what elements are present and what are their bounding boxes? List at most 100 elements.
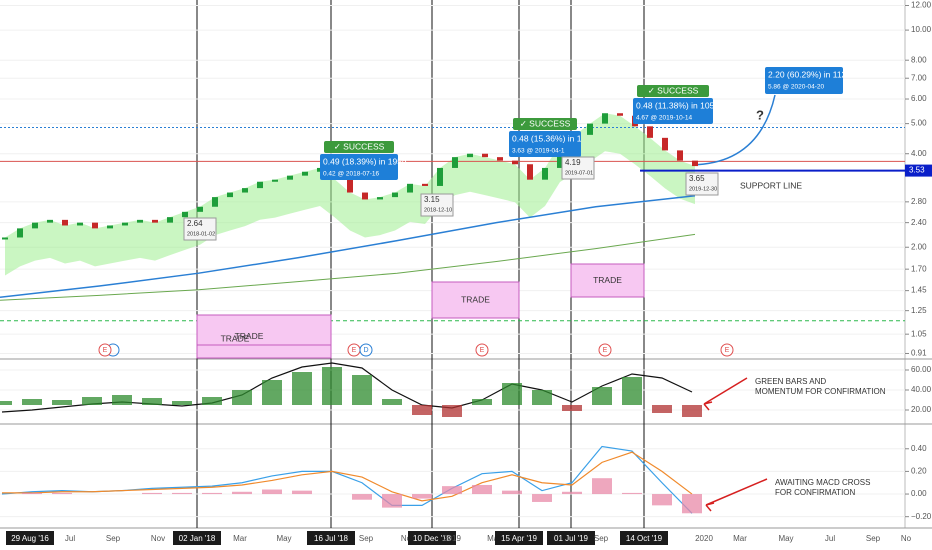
trade-box [196, 344, 332, 359]
measure-text: 0.42 @ 2018-07-16 [323, 171, 379, 178]
pivot-date: 2018-01-02 [187, 231, 215, 237]
histogram-bar [382, 399, 402, 405]
measure-text: 3.63 @ 2019-04-1 [512, 148, 565, 155]
event-marker [475, 343, 489, 357]
candle [32, 222, 38, 229]
success-badge [324, 141, 394, 153]
histogram-bar [292, 372, 312, 405]
x-tick-label: 2019 [443, 534, 461, 543]
candle [122, 222, 128, 226]
x-tick-label: 10 Dec '18 [413, 534, 452, 543]
x-tick-label: 01 Jul '19 [554, 534, 589, 543]
y-tick-label: 20.00 [911, 405, 932, 414]
x-label-box [408, 531, 456, 545]
x-label-box [6, 531, 54, 545]
note-arrow [703, 377, 748, 411]
y-tick-label: 10.00 [911, 25, 932, 34]
event-marker [720, 343, 734, 357]
question-mark: ? [756, 107, 764, 122]
event-marker [98, 343, 112, 357]
candle [347, 179, 353, 193]
x-tick-label: 2020 [695, 534, 713, 543]
histogram-bar [412, 494, 432, 499]
candle [677, 150, 683, 161]
candle [152, 219, 158, 223]
projection-box [765, 67, 843, 94]
y-tick-label: 40.00 [911, 385, 932, 394]
pivot-price: 3.15 [424, 195, 440, 204]
candle [212, 197, 218, 207]
histogram-bar [562, 405, 582, 411]
y-tick-label: 1.25 [911, 306, 927, 315]
x-label-box [495, 531, 543, 545]
projection-text: 2.20 (60.29%) in 112d [768, 69, 851, 79]
success-badge [637, 85, 709, 97]
candle [62, 219, 68, 226]
measure-box [633, 98, 713, 124]
y-tick-label: 60.00 [911, 365, 932, 374]
event-marker [598, 343, 612, 357]
trade-label: TRADE [235, 331, 264, 341]
histogram-bar [412, 405, 432, 415]
histogram-bar [262, 489, 282, 495]
histogram-bar [622, 377, 642, 405]
y-tick-label: 8.00 [911, 55, 927, 64]
histogram-bar [442, 405, 462, 417]
candle [197, 206, 203, 212]
trade-label: TRADE [461, 294, 490, 304]
histogram-bar [82, 397, 102, 405]
candle [392, 192, 398, 198]
y-tick-label: 0.40 [911, 444, 927, 453]
candle [587, 123, 593, 135]
candle [437, 167, 443, 186]
histogram-bar [472, 399, 492, 405]
histogram-bar [202, 397, 222, 405]
x-tick-label: May [276, 534, 291, 543]
histogram-bar [262, 380, 282, 405]
success-badge-text: ✓ SUCCESS [520, 118, 571, 128]
x-tick-label: Sep [106, 534, 121, 543]
moving-average [0, 194, 696, 299]
pivot-date: 2018-12-10 [424, 207, 452, 213]
pivot-price: 2.64 [187, 219, 203, 228]
candle [512, 160, 518, 165]
histogram-bar [172, 401, 192, 405]
candle [467, 153, 473, 158]
candle [227, 192, 233, 198]
y-tick-label: −0.20 [911, 512, 932, 521]
y-tick-label: 12.00 [911, 1, 932, 10]
histogram-bar [502, 383, 522, 405]
moving-average [0, 233, 696, 301]
event-label: E [725, 347, 730, 354]
note-arrow [705, 478, 768, 512]
candle [662, 137, 668, 151]
projection-text: 5.86 @ 2020-04-20 [768, 84, 824, 91]
candle [542, 167, 548, 180]
histogram-bar [442, 486, 462, 495]
pivot-price: 4.19 [565, 158, 581, 167]
histogram-bar [142, 492, 162, 495]
histogram-bar [652, 494, 672, 506]
histogram-bar [22, 399, 42, 405]
histogram-bar [502, 490, 522, 495]
x-tick-label: Nov [151, 534, 165, 543]
candle [602, 113, 608, 124]
candle [452, 157, 458, 168]
candle [107, 225, 113, 229]
candle [257, 181, 263, 189]
measure-text: 0.48 (15.36%) in 1 [512, 133, 582, 143]
histogram-bar [142, 398, 162, 405]
y-tick-label: 5.00 [911, 119, 927, 128]
histogram-bar [622, 492, 642, 495]
histogram-bar [352, 494, 372, 500]
y-tick-label: 1.45 [911, 286, 927, 295]
y-tick-label: 0.20 [911, 467, 927, 476]
x-label-box [173, 531, 221, 545]
x-tick-label: Mar [487, 534, 501, 543]
success-badge-text: ✓ SUCCESS [334, 141, 385, 151]
x-tick-label: Mar [733, 534, 747, 543]
note-text: FOR CONFIRMATION [775, 488, 856, 497]
note-text: MOMENTUM FOR CONFIRMATION [755, 387, 886, 396]
candle [422, 183, 428, 186]
event-label: E [103, 347, 108, 354]
